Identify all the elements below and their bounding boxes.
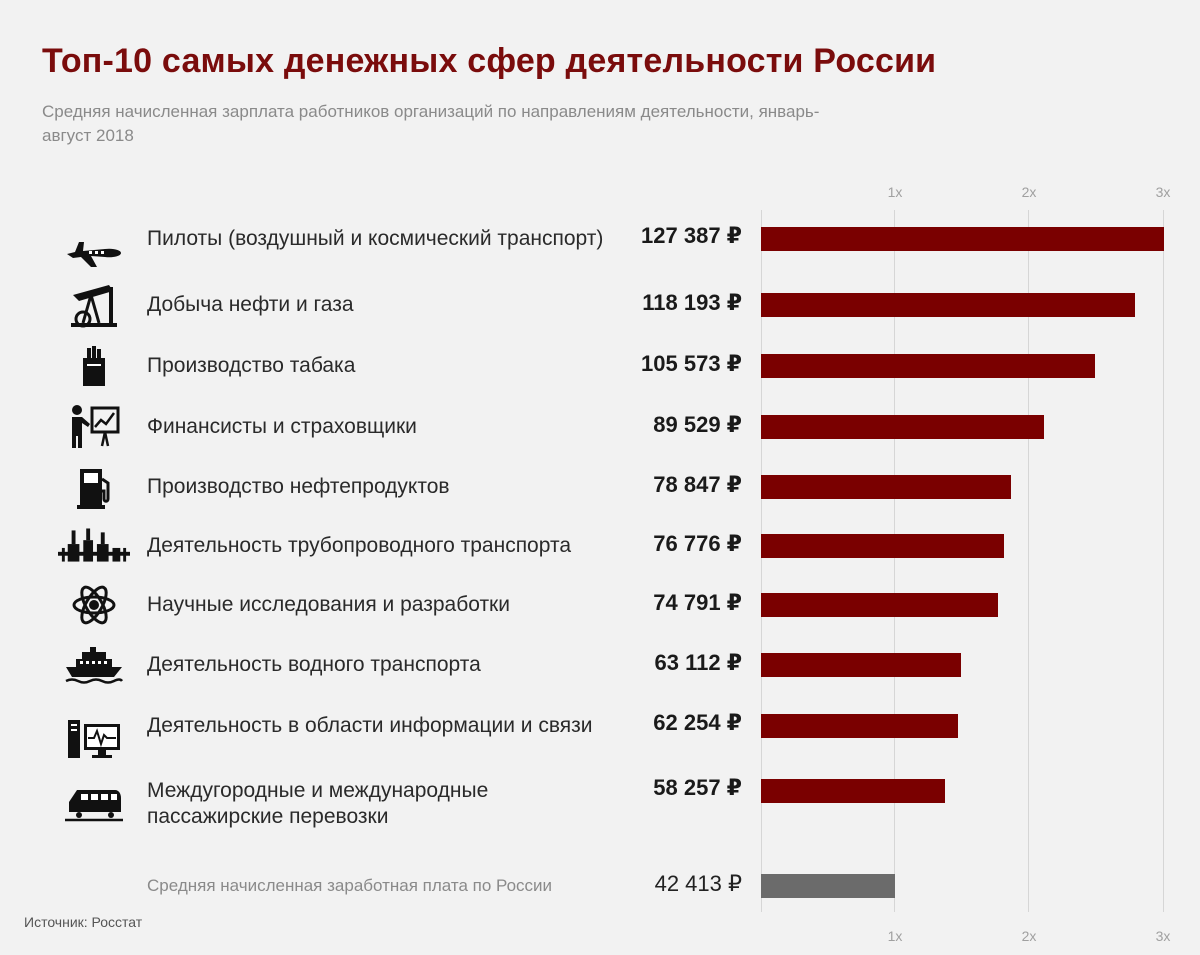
ship-icon (58, 641, 130, 689)
bar (761, 779, 946, 803)
bar-value-label: 62 254 ₽ (653, 710, 742, 735)
axis-bottom-tick-3x: 3x (1155, 928, 1171, 944)
category-label: Производство табака (147, 354, 356, 377)
category-row: Финансисты и страховщики 89 529 ₽ (0, 405, 1200, 448)
gridline-2x (1028, 210, 1029, 912)
bar (761, 534, 1005, 558)
train-icon (58, 780, 130, 828)
bar-value-label: 78 847 ₽ (653, 472, 742, 497)
category-row: Добыча нефти и газа 118 193 ₽ (0, 285, 1200, 328)
bar-value-label: 58 257 ₽ (653, 775, 742, 800)
presenter-chart-icon (58, 403, 130, 451)
category-row: Производство нефтепродуктов 78 847 ₽ (0, 469, 1200, 509)
average-value-label: 42 413 ₽ (654, 871, 742, 896)
category-row: Междугородные и международные пассажирск… (0, 775, 1200, 830)
airplane-icon (58, 228, 130, 276)
category-label: Деятельность водного транспорта (147, 653, 481, 676)
bar-value-label: 118 193 ₽ (642, 290, 742, 315)
pipeline-plant-icon (58, 522, 130, 570)
axis-bottom-tick-1x: 1x (887, 928, 903, 944)
source-note: Источник: Росстат (24, 914, 143, 930)
bar (761, 475, 1011, 499)
category-row: Научные исследования и разработки 74 791 … (0, 585, 1200, 625)
bar-value-label: 74 791 ₽ (653, 590, 742, 615)
cigarette-pack-icon (58, 342, 130, 390)
bar (761, 714, 959, 738)
page-subtitle: Средняя начисленная зарплата работников … (42, 102, 820, 145)
bar-value-label: 105 573 ₽ (641, 351, 742, 376)
bar (761, 227, 1165, 251)
bar (761, 593, 998, 617)
category-label: Деятельность трубопроводного транспорта (147, 534, 572, 557)
bar (761, 653, 961, 677)
bar-value-label: 63 112 ₽ (654, 650, 743, 675)
average-row: Средняя начисленная заработная плата по … (0, 871, 1200, 899)
bar-value-label: 127 387 ₽ (641, 223, 742, 248)
category-row: Деятельность в области информации и связ… (0, 710, 1200, 765)
axis-top-tick-3x: 3x (1155, 184, 1171, 200)
bar-value-label: 76 776 ₽ (653, 531, 742, 556)
category-label: Производство нефтепродуктов (147, 475, 450, 498)
axis-bottom-tick-2x: 2x (1021, 928, 1037, 944)
category-label: Деятельность в области информации и связ… (147, 714, 593, 737)
category-label: Пилоты (воздушный и космический транспор… (147, 227, 604, 250)
oil-pump-icon (58, 281, 130, 329)
page-title: Топ-10 самых денежных сфер деятельности … (42, 42, 937, 80)
category-row: Деятельность водного транспорта 63 112 ₽ (0, 647, 1200, 684)
axis-top-tick-1x: 1x (887, 184, 903, 200)
category-row: Деятельность трубопроводного транспорта 7… (0, 528, 1200, 562)
computer-monitor-icon (58, 715, 130, 763)
axis-top-tick-2x: 2x (1021, 184, 1037, 200)
fuel-pump-icon (58, 463, 130, 511)
average-label: Средняя начисленная заработная плата по … (147, 876, 553, 895)
axis-baseline (761, 210, 762, 912)
bar (761, 354, 1096, 378)
category-label: Междугородные и международные пассажирск… (147, 779, 489, 828)
category-row: Пилоты (воздушный и космический транспор… (0, 223, 1200, 278)
gridline-3x (1163, 210, 1164, 912)
category-label: Финансисты и страховщики (147, 415, 417, 438)
bar (761, 415, 1045, 439)
atom-icon (58, 581, 130, 629)
category-label: Добыча нефти и газа (147, 293, 354, 316)
category-label: Научные исследования и разработки (147, 593, 510, 616)
bar (761, 293, 1136, 317)
gridline-1x (894, 210, 895, 912)
average-bar (761, 874, 896, 898)
bar-value-label: 89 529 ₽ (653, 412, 742, 437)
category-row: Производство табака 105 573 ₽ (0, 346, 1200, 386)
